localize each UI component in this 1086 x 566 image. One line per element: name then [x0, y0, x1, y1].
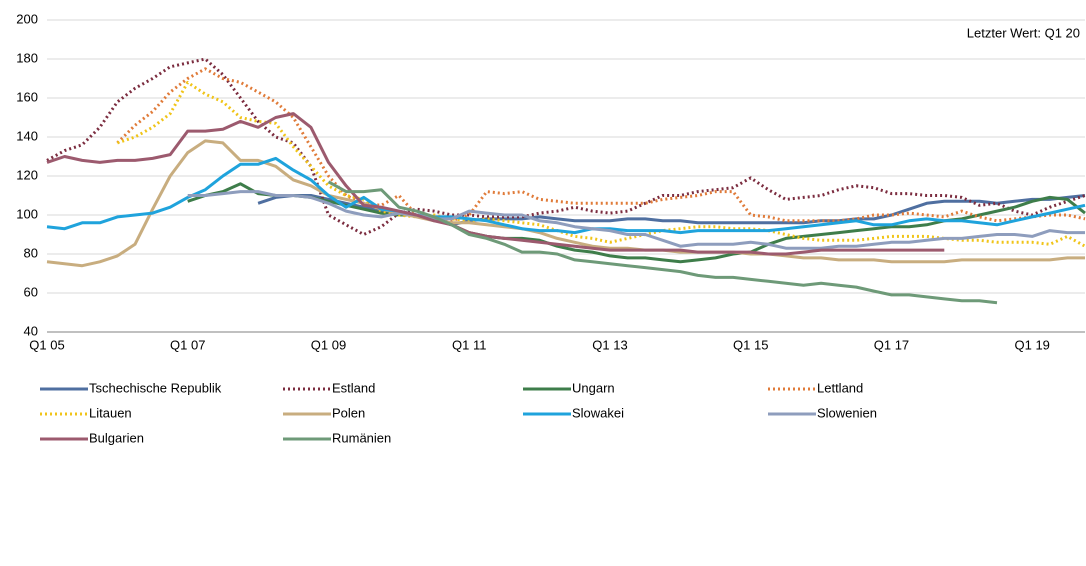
- x-tick-label: Q1 05: [29, 337, 64, 352]
- y-tick-label: 40: [24, 323, 38, 338]
- x-tick-label: Q1 17: [874, 337, 909, 352]
- series-line: [46, 139, 1085, 268]
- x-tick-label: Q1 13: [592, 337, 627, 352]
- series-line: [187, 190, 1085, 250]
- annotation: Letzter Wert: Q1 20: [967, 25, 1080, 40]
- y-tick-label: 160: [16, 89, 38, 104]
- x-tick-label: Q1 11: [452, 337, 486, 352]
- legend-label: Rumänien: [332, 430, 391, 445]
- legend-label: Polen: [332, 405, 365, 420]
- y-tick-label: 80: [24, 245, 38, 260]
- y-tick-label: 100: [16, 206, 38, 221]
- legend-label: Bulgarien: [89, 430, 144, 445]
- series-line: [116, 80, 1086, 248]
- x-tick-label: Q1 09: [311, 337, 346, 352]
- legend-label: Slowakei: [572, 405, 624, 420]
- series-line: [327, 180, 998, 305]
- legend-label: Estland: [332, 380, 375, 395]
- legend-label: Ungarn: [572, 380, 615, 395]
- series-line: [46, 57, 1086, 236]
- y-tick-label: 200: [16, 11, 38, 26]
- y-tick-label: 180: [16, 50, 38, 65]
- x-tick-label: Q1 15: [733, 337, 768, 352]
- legend-label: Tschechische Republik: [89, 380, 222, 395]
- y-tick-label: 120: [16, 167, 38, 182]
- series-line: [187, 182, 1086, 264]
- series-line: [46, 156, 1086, 235]
- y-tick-label: 140: [16, 128, 38, 143]
- legend-label: Slowenien: [817, 405, 877, 420]
- y-tick-label: 60: [24, 284, 38, 299]
- x-tick-label: Q1 19: [1015, 337, 1050, 352]
- series-line: [116, 67, 1086, 223]
- x-tick-label: Q1 07: [170, 337, 205, 352]
- series-line: [46, 112, 945, 256]
- legend-label: Lettland: [817, 380, 863, 395]
- legend-label: Litauen: [89, 405, 132, 420]
